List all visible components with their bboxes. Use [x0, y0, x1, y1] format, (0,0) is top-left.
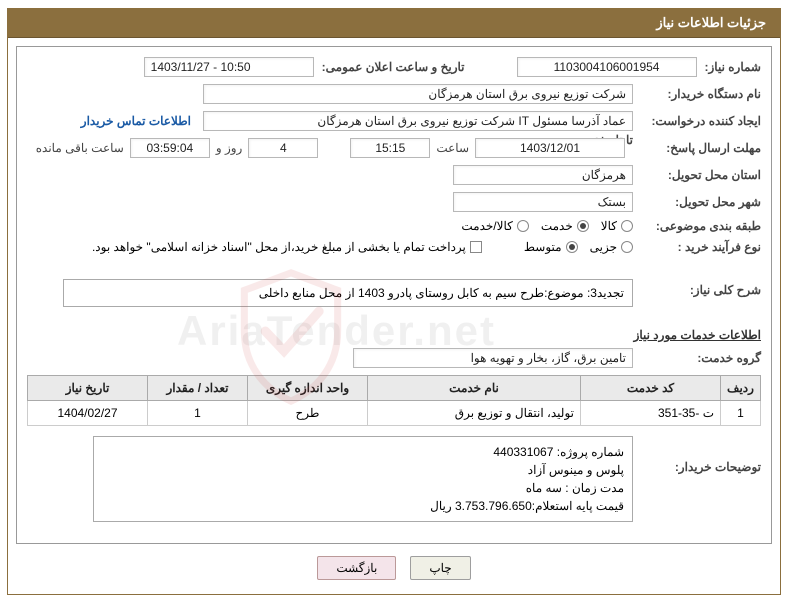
radio-goods-label: کالا	[601, 219, 617, 233]
row-service-group: گروه خدمت: تامین برق، گاز، بخار و تهویه …	[27, 348, 761, 368]
back-button[interactable]: بازگشت	[317, 556, 396, 580]
label-day-and: روز و	[216, 141, 243, 155]
title-text: جزئیات اطلاعات نیاز	[656, 15, 766, 30]
button-row: چاپ بازگشت	[16, 556, 772, 580]
field-buyer-org: شرکت توزیع نیروی برق استان هرمزگان	[203, 84, 633, 104]
row-buyer-org: نام دستگاه خریدار: شرکت توزیع نیروی برق …	[27, 84, 761, 104]
checkbox-treasury[interactable]: پرداخت تمام یا بخشی از مبلغ خرید،از محل …	[92, 240, 482, 254]
table-row: 1 ت -35-351 تولید، انتقال و توزیع برق طر…	[28, 401, 761, 426]
radio-minor-icon	[621, 241, 633, 253]
field-deadline-date: 1403/12/01	[475, 138, 625, 158]
label-hour: ساعت	[436, 141, 469, 155]
row-deadline: مهلت ارسال پاسخ: تا تاریخ: 1403/12/01 سا…	[27, 138, 761, 158]
buyer-notes-line-4: قیمت پایه استعلام:3.753.796.650 ریال	[102, 497, 624, 515]
category-radio-group: کالا خدمت کالا/خدمت	[461, 219, 633, 233]
content-wrapper: AriaTender.net شماره نیاز: 1103004106001…	[8, 38, 780, 594]
radio-service-label: خدمت	[541, 219, 573, 233]
field-buyer-notes: شماره پروژه: 440331067 پلوس و مینوس آزاد…	[93, 436, 633, 522]
field-req-number: 1103004106001954	[517, 57, 697, 77]
section-services-header: اطلاعات خدمات مورد نیاز	[27, 328, 761, 342]
row-overall-desc: شرح کلی نیاز: تجدید3: موضوع:طرح سیم به ک…	[27, 279, 761, 307]
radio-minor[interactable]: جزیی	[590, 240, 633, 254]
checkbox-treasury-icon	[470, 241, 482, 253]
th-name: نام خدمت	[368, 376, 581, 401]
radio-service[interactable]: خدمت	[541, 219, 589, 233]
row-city: شهر محل تحویل: بستک	[27, 192, 761, 212]
label-requester: ایجاد کننده درخواست:	[641, 114, 761, 128]
label-buyer-notes: توضیحات خریدار:	[641, 436, 761, 474]
radio-service-icon	[577, 220, 589, 232]
label-service-group: گروه خدمت:	[641, 351, 761, 365]
row-buyer-notes: توضیحات خریدار: شماره پروژه: 440331067 پ…	[27, 436, 761, 522]
field-remain-days: 4	[248, 138, 318, 158]
th-row: ردیف	[721, 376, 761, 401]
checkbox-treasury-label: پرداخت تمام یا بخشی از مبلغ خرید،از محل …	[92, 240, 466, 254]
td-qty: 1	[148, 401, 248, 426]
th-qty: تعداد / مقدار	[148, 376, 248, 401]
field-remain-time: 03:59:04	[130, 138, 210, 158]
radio-goods-icon	[621, 220, 633, 232]
services-table: ردیف کد خدمت نام خدمت واحد اندازه گیری ت…	[27, 375, 761, 426]
th-unit: واحد اندازه گیری	[248, 376, 368, 401]
buyer-notes-line-2: پلوس و مینوس آزاد	[102, 461, 624, 479]
td-code: ت -35-351	[581, 401, 721, 426]
table-header-row: ردیف کد خدمت نام خدمت واحد اندازه گیری ت…	[28, 376, 761, 401]
field-deadline-hour: 15:15	[350, 138, 430, 158]
purchase-type-radio-group: جزیی متوسط	[524, 240, 633, 254]
label-time-remain: ساعت باقی مانده	[36, 141, 124, 155]
th-code: کد خدمت	[581, 376, 721, 401]
field-service-group: تامین برق، گاز، بخار و تهویه هوا	[353, 348, 633, 368]
buyer-notes-line-3: مدت زمان : سه ماه	[102, 479, 624, 497]
label-overall-desc: شرح کلی نیاز:	[641, 279, 761, 297]
radio-minor-label: جزیی	[590, 240, 617, 254]
field-city: بستک	[453, 192, 633, 212]
row-purchase-type: نوع فرآیند خرید : جزیی متوسط پرداخت تمام…	[27, 240, 761, 254]
print-button[interactable]: چاپ	[410, 556, 470, 580]
label-buyer-org: نام دستگاه خریدار:	[641, 87, 761, 101]
radio-both-label: کالا/خدمت	[461, 219, 512, 233]
field-requester: عماد آذرسا مسئول IT شرکت توزیع نیروی برق…	[203, 111, 633, 131]
radio-goods[interactable]: کالا	[601, 219, 633, 233]
field-overall-desc: تجدید3: موضوع:طرح سیم به کابل روستای پاد…	[63, 279, 633, 307]
label-req-number: شماره نیاز:	[705, 60, 761, 74]
td-unit: طرح	[248, 401, 368, 426]
td-name: تولید، انتقال و توزیع برق	[368, 401, 581, 426]
row-province: استان محل تحویل: هرمزگان	[27, 165, 761, 185]
page-frame: جزئیات اطلاعات نیاز AriaTender.net شماره…	[7, 8, 781, 595]
label-purchase-type: نوع فرآیند خرید :	[641, 240, 761, 254]
label-city: شهر محل تحویل:	[641, 195, 761, 209]
field-province: هرمزگان	[453, 165, 633, 185]
row-category: طبقه بندی موضوعی: کالا خدمت کالا/خدمت	[27, 219, 761, 233]
label-public-date: تاریخ و ساعت اعلان عمومی:	[322, 60, 465, 74]
radio-medium[interactable]: متوسط	[524, 240, 578, 254]
radio-both[interactable]: کالا/خدمت	[461, 219, 528, 233]
td-row: 1	[721, 401, 761, 426]
row-requester: ایجاد کننده درخواست: عماد آذرسا مسئول IT…	[27, 111, 761, 131]
field-public-date: 1403/11/27 - 10:50	[144, 57, 314, 77]
buyer-contact-link[interactable]: اطلاعات تماس خریدار	[81, 114, 191, 128]
form-panel: AriaTender.net شماره نیاز: 1103004106001…	[16, 46, 772, 544]
radio-both-icon	[517, 220, 529, 232]
label-province: استان محل تحویل:	[641, 168, 761, 182]
th-date: تاریخ نیاز	[28, 376, 148, 401]
label-category: طبقه بندی موضوعی:	[641, 219, 761, 233]
td-date: 1404/02/27	[28, 401, 148, 426]
radio-medium-icon	[566, 241, 578, 253]
row-req-number: شماره نیاز: 1103004106001954 تاریخ و ساع…	[27, 57, 761, 77]
radio-medium-label: متوسط	[524, 240, 562, 254]
title-bar: جزئیات اطلاعات نیاز	[8, 9, 780, 38]
label-reply-deadline: مهلت ارسال پاسخ:	[641, 141, 761, 155]
buyer-notes-line-1: شماره پروژه: 440331067	[102, 443, 624, 461]
